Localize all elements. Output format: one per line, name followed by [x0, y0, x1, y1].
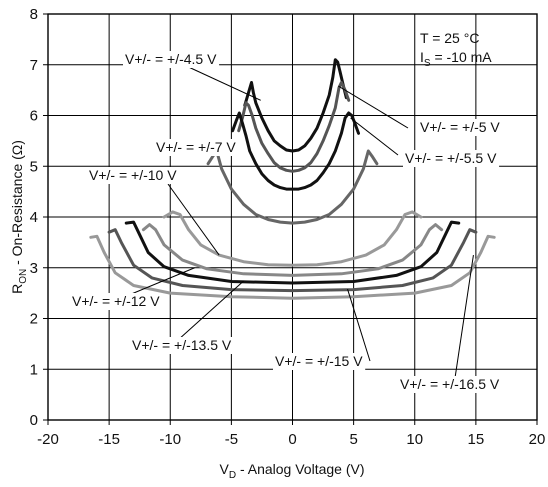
y-axis-title-main: R	[9, 284, 25, 294]
annotation-background	[398, 376, 502, 393]
annotation-label: V+/- = +/-12 V	[72, 293, 160, 309]
annotation-label: V+/- = +/-5 V	[420, 119, 500, 135]
y-tick-label: 4	[30, 209, 38, 226]
annotation-label: V+/- = +/-16.5 V	[400, 376, 500, 392]
annotation-leader	[454, 254, 474, 379]
conditions-current-symbol: I	[420, 49, 424, 65]
x-axis-title-suffix: - Analog Voltage (V)	[236, 461, 364, 477]
y-tick-label: 0	[30, 412, 38, 429]
series-line	[141, 223, 444, 277]
annotation-leader	[177, 280, 244, 341]
annotation-label: V+/- = +/-13.5 V	[132, 337, 232, 353]
x-tick-label: 20	[529, 431, 546, 448]
series-line	[124, 220, 461, 285]
annotation-label: V+/- = +/-5.5 V	[405, 150, 497, 166]
y-axis-title: RON - On-Resistance (Ω)	[9, 140, 29, 294]
conditions-current: IS = -10 mA	[420, 49, 492, 69]
ticks-layer: -20 -15 -10 -5 0 5 10 15 20 0 1 2 3 4 5 6 7 8	[30, 6, 546, 448]
x-tick-label: -15	[98, 431, 120, 448]
x-axis-title-subscript: D	[229, 470, 236, 481]
annotation-background	[70, 293, 163, 310]
annotation-label: V+/- = +/-10 V	[89, 167, 177, 183]
series-line	[206, 149, 379, 225]
y-axis-title-subscript: ON	[18, 269, 29, 284]
x-axis-title: VD - Analog Voltage (V)	[220, 461, 365, 481]
series-line	[107, 228, 478, 293]
y-axis-title-suffix: - On-Resistance (Ω)	[9, 140, 25, 269]
annotation-background	[123, 51, 220, 68]
y-tick-label: 1	[30, 361, 38, 378]
series-line	[237, 81, 351, 173]
series-line	[231, 111, 360, 191]
x-tick-label: 10	[406, 431, 423, 448]
annotation-background	[130, 337, 234, 354]
y-tick-label: 7	[30, 57, 38, 74]
y-tick-label: 6	[30, 108, 38, 125]
series-line	[243, 58, 348, 153]
annotation-background	[154, 139, 239, 156]
y-tick-label: 5	[30, 158, 38, 175]
y-tick-label: 2	[30, 311, 38, 328]
annotation-leader	[338, 85, 409, 129]
annotation-background	[87, 167, 180, 184]
series-layer	[89, 58, 496, 300]
x-tick-label: 15	[468, 431, 485, 448]
annotation-leader	[167, 183, 220, 256]
y-tick-label: 8	[30, 6, 38, 23]
x-tick-label: 5	[349, 431, 357, 448]
annotation-label: V+/- = +/-7 V	[156, 139, 236, 155]
x-tick-label: -10	[159, 431, 181, 448]
y-tick-label: 3	[30, 260, 38, 277]
x-tick-label: -20	[37, 431, 59, 448]
annotation-background	[273, 353, 366, 370]
annotation-leader	[347, 288, 371, 362]
annotation-label: V+/- = +/-4.5 V	[125, 51, 217, 67]
x-axis-title-main: V	[220, 461, 230, 477]
x-tick-label: 0	[288, 431, 296, 448]
annotation-layer: V+/- = +/-4.5 V V+/- = +/-5 V V+/- = +/-5.…	[70, 51, 503, 393]
annotation-label: V+/- = +/-15 V	[275, 353, 363, 369]
annotation-leader	[181, 63, 261, 101]
grid-layer	[48, 14, 537, 420]
annotation-leader	[350, 117, 399, 156]
conditions-current-subscript: S	[424, 58, 431, 69]
conditions-temperature: T = 25 °C	[420, 30, 479, 46]
x-tick-label: -5	[225, 431, 238, 448]
conditions-current-value: = -10 mA	[431, 49, 493, 65]
series-line	[89, 234, 496, 300]
annotation-background	[418, 119, 503, 136]
series-line	[162, 210, 423, 267]
annotation-background	[403, 150, 500, 167]
